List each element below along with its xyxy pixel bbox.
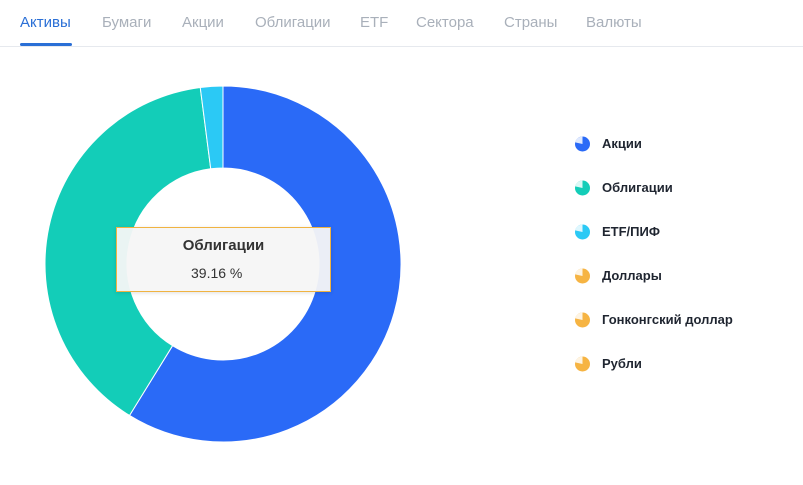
legend-label: Рубли: [602, 356, 642, 371]
tooltip-value: 39.16 %: [191, 265, 243, 281]
legend-item[interactable]: Рубли: [574, 353, 794, 397]
pie-icon: [575, 356, 590, 372]
tab-countries[interactable]: Страны: [504, 14, 558, 31]
pie-icon: [575, 312, 590, 328]
chart-tooltip: Облигации 39.16 %: [116, 227, 331, 292]
tab-securities[interactable]: Бумаги: [102, 14, 152, 31]
chart-legend: Акции Облигации ETF/ПИФ Доллары Гонконгский …: [574, 133, 794, 397]
legend-item[interactable]: Доллары: [574, 265, 794, 309]
legend-item[interactable]: Акции: [574, 133, 794, 177]
donut-chart: [44, 85, 402, 443]
legend-label: Облигации: [602, 180, 673, 195]
legend-item[interactable]: Гонконгский доллар: [574, 309, 794, 353]
legend-label: Доллары: [602, 268, 662, 283]
tab-currencies[interactable]: Валюты: [586, 14, 642, 31]
tab-bar: Активы Бумаги Акции Облигации ETF Сектор…: [0, 0, 803, 47]
pie-icon: [575, 136, 590, 152]
pie-icon: [575, 268, 590, 284]
tab-stocks[interactable]: Акции: [182, 14, 224, 31]
tab-sectors[interactable]: Сектора: [416, 14, 474, 31]
tab-bonds[interactable]: Облигации: [255, 14, 331, 31]
tooltip-title: Облигации: [182, 237, 265, 254]
legend-label: Гонконгский доллар: [602, 312, 733, 327]
tab-etf[interactable]: ETF: [360, 14, 389, 31]
legend-label: ETF/ПИФ: [602, 224, 660, 239]
legend-item[interactable]: Облигации: [574, 177, 794, 221]
active-tab-indicator: [20, 43, 72, 46]
pie-icon: [575, 224, 590, 240]
tab-assets[interactable]: Активы: [20, 14, 71, 31]
legend-label: Акции: [602, 136, 642, 151]
legend-item[interactable]: ETF/ПИФ: [574, 221, 794, 265]
donut-slice-2[interactable]: [199, 85, 224, 170]
pie-icon: [575, 180, 590, 196]
